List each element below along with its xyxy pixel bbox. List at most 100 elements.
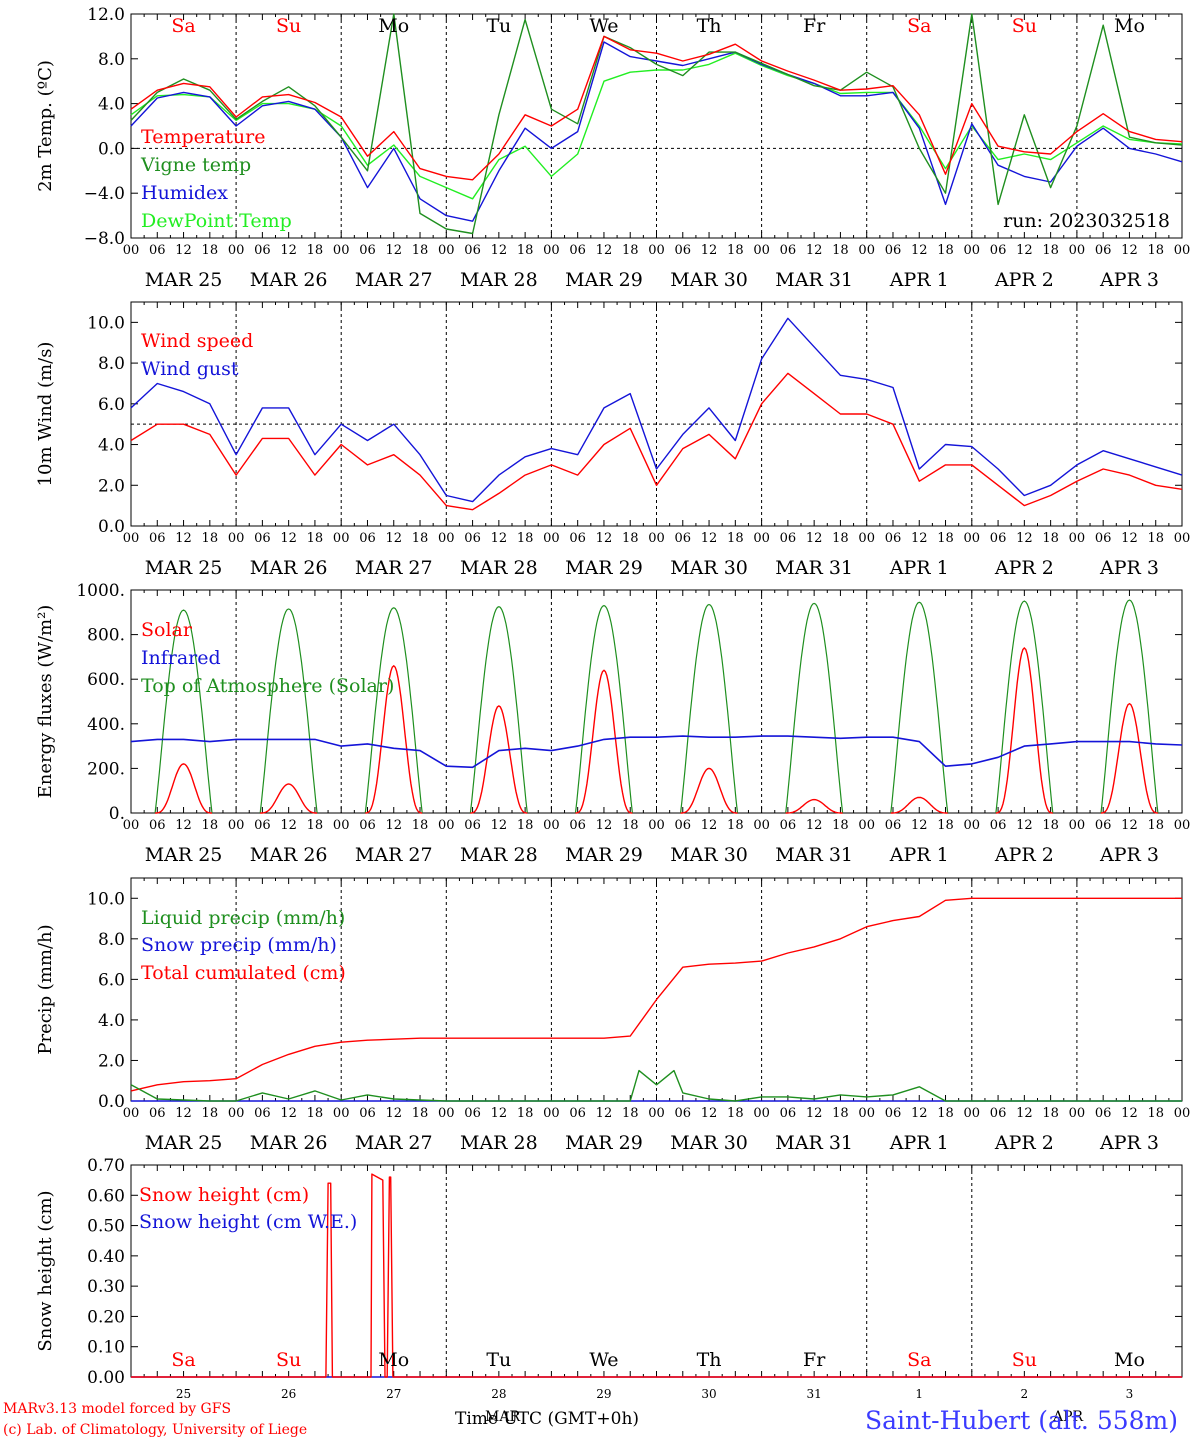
hour-tick-label: 00 [1174, 818, 1191, 833]
hour-tick-label: 18 [832, 1106, 849, 1121]
hour-tick-label: 12 [806, 243, 823, 258]
hour-tick-label: 06 [1095, 818, 1112, 833]
toa-solar-line [154, 609, 213, 814]
hour-tick-label: 12 [701, 818, 718, 833]
hour-tick-label: 06 [149, 243, 166, 258]
legend-entry: Snow height (cm) [139, 1184, 309, 1206]
hour-tick-label: 12 [806, 818, 823, 833]
date-label: MAR 30 [670, 844, 748, 866]
hour-tick-label: 06 [254, 531, 271, 546]
y-tick-label: 800. [87, 626, 125, 646]
date-label: MAR 27 [355, 844, 433, 866]
weekday-label: Su [276, 1349, 301, 1371]
hour-tick-label: 18 [832, 243, 849, 258]
hour-tick-label: 18 [517, 1106, 534, 1121]
date-label: MAR 29 [565, 844, 643, 866]
y-tick-label: 400. [87, 715, 125, 735]
hour-tick-label: 00 [858, 243, 875, 258]
y-tick-label: 0. [109, 804, 125, 824]
y-tick-label: 600. [87, 670, 125, 690]
y-tick-label: 4.0 [98, 436, 125, 456]
run-label: run: 2023032518 [1003, 210, 1170, 232]
hour-tick-label: 06 [885, 818, 902, 833]
date-label: MAR 30 [670, 557, 748, 579]
legend-entry: Wind gust [141, 358, 239, 380]
solar-line [575, 669, 633, 814]
hour-tick-label: 12 [1016, 243, 1033, 258]
hour-tick-label: 06 [464, 243, 481, 258]
hour-tick-label: 12 [1121, 531, 1138, 546]
hour-tick-label: 06 [149, 818, 166, 833]
hour-tick-label: 06 [569, 1106, 586, 1121]
hour-tick-label: 12 [385, 1106, 402, 1121]
hour-tick-label: 18 [202, 818, 219, 833]
y-tick-label: 0.40 [87, 1247, 125, 1267]
plot-frame [130, 13, 1183, 239]
y-tick-label: −8.0 [84, 229, 125, 249]
toa-solar-line [995, 600, 1054, 814]
date-label: MAR 26 [250, 557, 328, 579]
weekday-label: Sa [171, 1349, 195, 1371]
hour-tick-label: 00 [228, 243, 245, 258]
hour-tick-label: 12 [1016, 818, 1033, 833]
date-label: APR 3 [1099, 1132, 1159, 1154]
hour-tick-label: 00 [964, 818, 981, 833]
date-label: MAR 26 [250, 1132, 328, 1154]
hour-tick-label: 18 [307, 531, 324, 546]
y-tick-label: 0.10 [87, 1338, 125, 1358]
hour-tick-label: 12 [175, 531, 192, 546]
weekday-label: Sa [907, 15, 931, 37]
hour-tick-label: 00 [753, 818, 770, 833]
y-tick-label: 4.0 [98, 1011, 125, 1031]
hour-tick-label: 06 [675, 1106, 692, 1121]
hour-tick-label: 06 [149, 1106, 166, 1121]
plot-frame [130, 301, 1183, 527]
series-line-wind-gust [130, 317, 1183, 503]
hour-tick-label: 18 [622, 1106, 639, 1121]
hour-tick-label: 00 [648, 243, 665, 258]
hour-tick-label: 18 [1147, 818, 1164, 833]
hour-tick-label: 18 [1042, 531, 1059, 546]
hour-tick-label: 06 [990, 818, 1007, 833]
hour-tick-label: 00 [753, 1106, 770, 1121]
legend-entry: Solar [141, 619, 193, 641]
y-tick-label: 0.00 [87, 1368, 125, 1388]
hour-tick-label: 00 [228, 1106, 245, 1121]
hour-tick-label: 00 [964, 1106, 981, 1121]
date-label: MAR 28 [460, 557, 538, 579]
hour-tick-label: 06 [464, 1106, 481, 1121]
weekday-label: Fr [803, 1349, 826, 1371]
date-label: APR 2 [994, 557, 1054, 579]
date-label: APR 2 [994, 844, 1054, 866]
day-number-label: 27 [386, 1387, 401, 1401]
hour-tick-label: 06 [254, 243, 271, 258]
date-label: MAR 28 [460, 269, 538, 291]
panel-5: 0.70 0.60 0.50 0.40 0.30 0.20 0.10 0.00 Snow hei… [35, 1156, 1183, 1401]
hour-tick-label: 18 [622, 818, 639, 833]
hour-tick-label: 18 [307, 243, 324, 258]
hour-tick-label: 18 [307, 818, 324, 833]
hour-tick-label: 00 [753, 531, 770, 546]
hour-tick-label: 00 [333, 531, 350, 546]
hour-tick-label: 00 [858, 818, 875, 833]
y-tick-label: 8.0 [98, 50, 125, 70]
hour-tick-label: 00 [228, 818, 245, 833]
y-tick-label: 8.0 [98, 930, 125, 950]
hour-tick-label: 18 [622, 531, 639, 546]
hour-tick-label: 00 [438, 1106, 455, 1121]
series-line-humidex [130, 41, 1183, 222]
y-tick-label: 2.0 [98, 1051, 125, 1071]
hour-tick-label: 18 [202, 1106, 219, 1121]
y-tick-label: 4.0 [98, 95, 125, 115]
date-label: APR 3 [1099, 269, 1159, 291]
date-label: APR 1 [889, 269, 949, 291]
hour-tick-label: 12 [806, 531, 823, 546]
y-tick-label: 10.0 [87, 889, 125, 909]
footer: MARv3.13 model forced by GFS (c) Lab. of… [3, 1401, 1178, 1438]
hour-tick-label: 12 [385, 818, 402, 833]
hour-tick-label: 06 [569, 531, 586, 546]
hour-tick-label: 00 [123, 818, 140, 833]
solar-line [365, 664, 423, 814]
day-number-label: 28 [491, 1387, 506, 1401]
hour-tick-label: 06 [675, 818, 692, 833]
